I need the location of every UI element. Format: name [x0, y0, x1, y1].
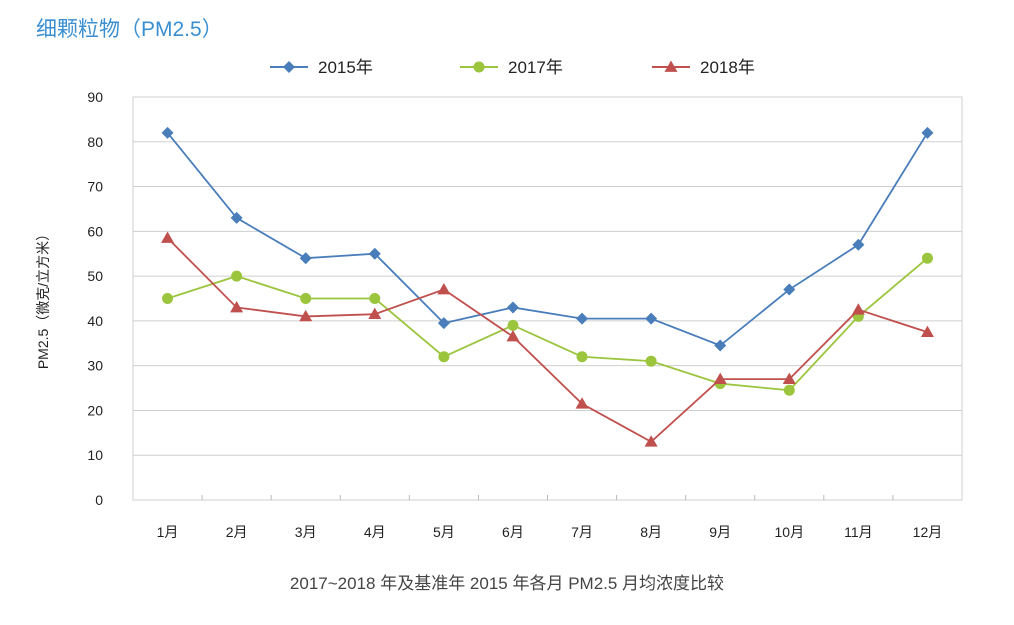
data-point [438, 351, 450, 363]
legend-item: 2017年 [460, 58, 563, 77]
plot-border [132, 96, 963, 501]
data-point [300, 293, 312, 304]
x-tick-label: 10月 [775, 524, 805, 540]
data-point [920, 325, 934, 337]
y-axis-ticks: 0 10 20 30 40 50 60 70 80 90 [87, 89, 103, 508]
y-tick-label: 80 [87, 134, 103, 150]
data-point [713, 372, 727, 384]
data-point [230, 300, 244, 313]
x-tick-label: 7月 [571, 524, 593, 540]
series-line [167, 257, 929, 392]
data-point [783, 384, 795, 396]
legend: 2015年 2017年 2018年 [270, 58, 755, 77]
data-point [851, 303, 865, 315]
data-point [161, 126, 174, 139]
series-2 [161, 231, 934, 447]
x-tick-label: 9月 [709, 524, 731, 540]
y-tick-label: 70 [87, 179, 103, 195]
series-line [166, 132, 929, 347]
data-point [437, 317, 450, 330]
data-point [368, 247, 381, 260]
data-point [644, 435, 658, 447]
data-point [507, 319, 519, 331]
data-point [299, 252, 312, 265]
series-line [166, 237, 928, 443]
data-point [645, 312, 658, 325]
x-tick-label: 3月 [295, 524, 317, 540]
data-point [782, 372, 796, 384]
data-point [231, 270, 243, 282]
legend-marker [283, 61, 295, 73]
data-point [368, 307, 382, 320]
x-tick-label: 8月 [640, 524, 662, 540]
data-point [576, 351, 588, 363]
y-tick-label: 0 [95, 492, 103, 508]
legend-marker [664, 60, 678, 72]
legend-label: 2018年 [700, 58, 755, 77]
data-point [299, 309, 313, 322]
chart-subtitle: 2017~2018 年及基准年 2015 年各月 PM2.5 月均浓度比较 [290, 574, 724, 593]
x-tick-label: 6月 [502, 524, 524, 540]
data-point [921, 126, 934, 139]
data-point [437, 283, 451, 295]
gridlines [133, 141, 962, 456]
data-point [230, 211, 243, 224]
y-tick-label: 10 [87, 447, 103, 463]
x-tick-label: 1月 [157, 524, 179, 540]
legend-item: 2015年 [270, 58, 373, 77]
chart-title: 细颗粒物（PM2.5） [36, 18, 223, 41]
data-point [161, 231, 175, 243]
y-tick-label: 30 [87, 358, 103, 374]
y-tick-label: 40 [87, 313, 103, 329]
data-point [576, 312, 589, 325]
data-point [506, 330, 520, 342]
x-tick-label: 5月 [433, 524, 455, 540]
data-point [162, 293, 174, 304]
data-point [783, 283, 796, 296]
series-1 [162, 252, 933, 396]
data-point [852, 238, 865, 251]
data-point [714, 339, 727, 352]
legend-item: 2018年 [652, 58, 755, 77]
legend-label: 2015年 [318, 58, 373, 77]
data-point [575, 397, 589, 409]
legend-label: 2017年 [508, 58, 563, 77]
data-point [921, 252, 933, 264]
data-point [645, 355, 657, 367]
series-0 [161, 126, 934, 352]
y-tick-label: 20 [87, 402, 103, 418]
series-layer [161, 126, 934, 447]
x-tick-label: 4月 [364, 524, 386, 540]
x-tick-label: 11月 [844, 524, 873, 540]
y-tick-label: 60 [87, 223, 103, 239]
y-axis-title: PM2.5（微克/立方米） [35, 227, 51, 369]
y-tick-label: 50 [87, 268, 103, 284]
data-point [369, 293, 381, 304]
data-point [506, 301, 519, 314]
x-tick-label: 12月 [913, 524, 943, 540]
y-tick-label: 90 [87, 89, 103, 105]
x-axis-ticks: 1月 2月 3月 4月 5月 6月 7月 8月 9月 10月 11月 12月 [157, 495, 943, 540]
legend-marker [473, 61, 485, 73]
x-tick-label: 2月 [226, 524, 248, 540]
plot-area: 0 10 20 30 40 50 60 70 80 90 1月 2月 3月 4月 5月 6月 7月 8月 9月 10… [87, 89, 963, 540]
